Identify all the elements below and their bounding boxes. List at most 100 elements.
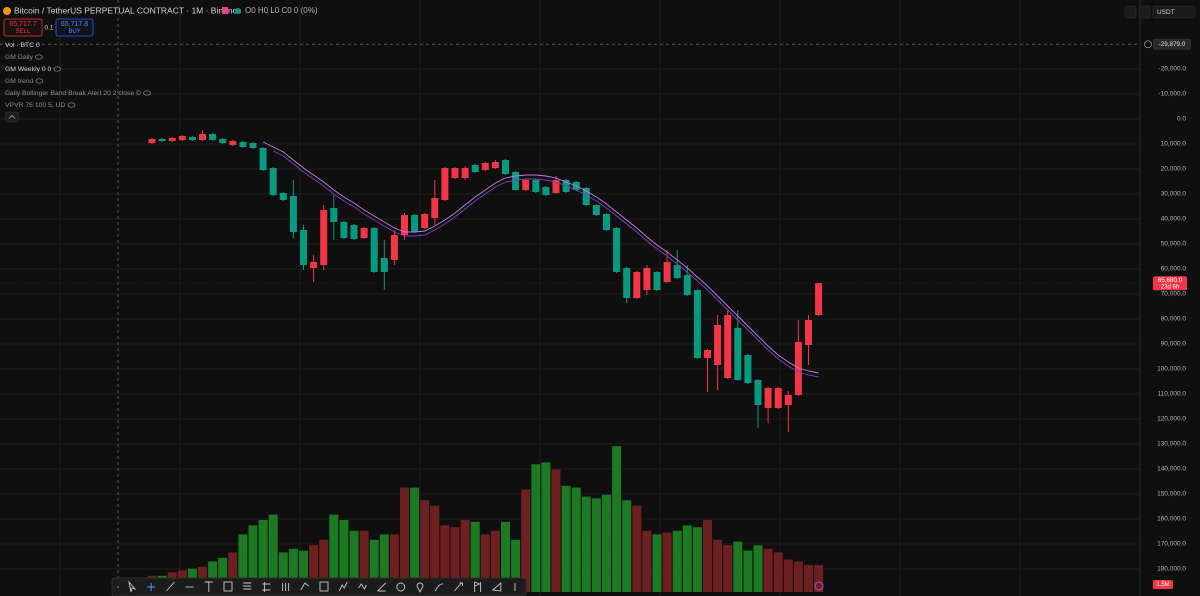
candle-body (724, 315, 732, 378)
indicator-name: GM trend (5, 78, 34, 85)
tool-icon (434, 583, 444, 592)
volume-bar (521, 489, 531, 592)
volume-bar (591, 498, 601, 592)
y-tick-label: -10,000.0 (1159, 91, 1187, 98)
replay-icon[interactable] (814, 581, 824, 591)
volume-bar (410, 487, 420, 592)
sell-button[interactable] (3, 18, 43, 37)
volume-bar (278, 552, 288, 592)
candle-body (704, 350, 711, 358)
volume-bar (379, 534, 389, 592)
candle-body (320, 210, 328, 265)
sync-button[interactable] (1138, 5, 1151, 19)
candle-body (330, 208, 338, 222)
volume-bar (672, 530, 682, 592)
y-tick-label: 30,000.0 (1161, 191, 1187, 198)
candle-body (360, 228, 368, 238)
countdown: 23d 6h (1161, 284, 1179, 290)
candle-body (279, 193, 287, 200)
volume-bar (359, 530, 369, 592)
candle-body (502, 160, 509, 174)
volume-bar (814, 565, 824, 592)
last-price-label: 65,680.0 (1158, 277, 1183, 284)
status-dot (235, 8, 241, 14)
quantity: 0.1 (44, 25, 53, 32)
volume-bar (369, 539, 379, 592)
volume-bar (490, 530, 500, 592)
candle-body (663, 262, 671, 282)
volume-bar (713, 539, 723, 592)
indicator-name: GM Weekly 0 0 (5, 66, 52, 73)
y-tick-label: 20,000.0 (1161, 166, 1187, 173)
candle-body (148, 139, 156, 143)
flag (222, 7, 228, 14)
indicator-name: VPVR 75 100 5, UD (5, 102, 66, 109)
tool-icon (147, 583, 156, 591)
volume-bar (793, 561, 803, 592)
y-tick-label: 100,000.0 (1157, 366, 1186, 373)
buy-label: BUY (68, 29, 80, 35)
collapse-icon (8, 114, 16, 119)
candle-body (249, 143, 257, 148)
buy-button[interactable] (55, 18, 94, 37)
volume-bar (642, 530, 652, 592)
candle-body (522, 180, 530, 190)
volume-label: 1.5M (1156, 582, 1169, 588)
visibility-icon (143, 90, 151, 96)
volume-bar (703, 520, 712, 592)
volume-bar (258, 520, 268, 592)
indicator-name: Daily Bollinger Band Break Alert 20 2 cl… (5, 90, 141, 97)
volume-bar (218, 557, 228, 592)
candle-body (815, 283, 823, 315)
volume-bar (692, 527, 702, 592)
candle-body (451, 168, 459, 178)
candle-body (512, 172, 520, 190)
candle-body (532, 180, 540, 192)
volume-tag (1153, 580, 1173, 589)
candle-body (542, 187, 550, 195)
candle-body (380, 258, 388, 272)
tool-icon (396, 582, 406, 592)
candle-body (481, 163, 489, 170)
candle-body (552, 180, 560, 193)
volume-bar (470, 521, 480, 592)
volume-bar (420, 500, 430, 592)
volume-bar (268, 514, 278, 592)
volume-bar (682, 525, 692, 592)
volume-bar (299, 550, 308, 592)
candle-body (390, 235, 398, 260)
currency-select[interactable] (1152, 5, 1196, 19)
volume-bar (531, 464, 541, 592)
price-axis: -20,000.0 -10,000.0 0.0 10,000.0 20,000.0 30,… (1144, 38, 1191, 589)
y-tick-label: 90,000.0 (1161, 341, 1187, 348)
candle-body (431, 198, 439, 218)
y-tick-label: 180,000.0 (1157, 566, 1186, 573)
tool-icon (204, 581, 213, 592)
volume-bar (753, 545, 763, 592)
candle-body (714, 325, 722, 365)
y-tick-label: 110,000.0 (1158, 391, 1187, 398)
candle-body (199, 134, 206, 140)
candle-body (471, 165, 479, 172)
volume-bar (804, 565, 813, 592)
candle-body (269, 168, 277, 195)
volume-bar (288, 548, 298, 592)
volume-bar (480, 534, 490, 592)
tool-icon (338, 581, 348, 592)
candle-body (582, 188, 590, 205)
moving-average (262, 141, 819, 374)
volume-pane (147, 446, 824, 592)
y-tick-label: 50,000.0 (1161, 241, 1187, 248)
crosshair-tag (1153, 38, 1191, 50)
volume-bar (723, 545, 733, 592)
candle-body (754, 380, 762, 405)
candle-body (178, 136, 186, 140)
download-button[interactable] (1124, 5, 1137, 19)
volume-bar (430, 505, 440, 592)
volume-bar (773, 552, 783, 592)
tool-icon (282, 583, 290, 591)
candle-body (300, 230, 307, 265)
collapse-button[interactable] (4, 111, 20, 123)
